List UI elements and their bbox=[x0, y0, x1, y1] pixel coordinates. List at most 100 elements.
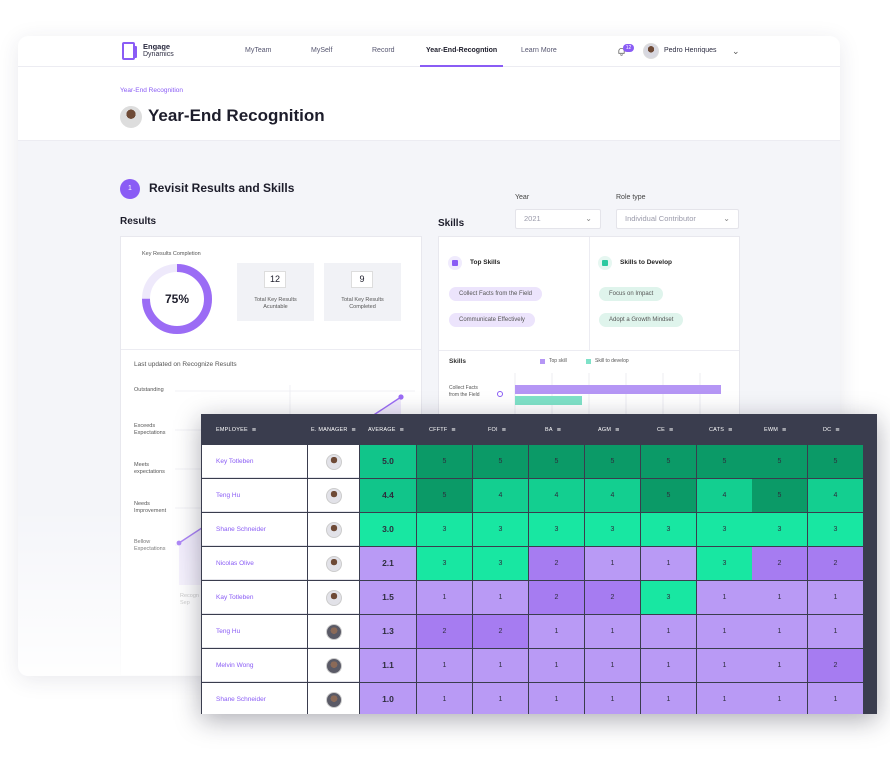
column-header-agm[interactable]: AGM ≡ bbox=[598, 414, 619, 445]
score-cell[interactable]: 1 bbox=[641, 615, 696, 648]
score-cell[interactable]: 1 bbox=[585, 547, 640, 580]
year-select[interactable]: 2021 ⌄ bbox=[515, 209, 601, 229]
score-cell[interactable]: 1 bbox=[752, 683, 807, 714]
score-cell[interactable]: 3 bbox=[417, 547, 472, 580]
employee-name[interactable]: Melvin Wong bbox=[202, 649, 307, 682]
score-cell[interactable]: 1 bbox=[697, 649, 752, 682]
score-cell[interactable]: 1 bbox=[697, 683, 752, 714]
score-cell[interactable]: 2 bbox=[417, 615, 472, 648]
info-icon[interactable] bbox=[497, 391, 503, 397]
column-header-ba[interactable]: BA ≡ bbox=[545, 414, 561, 445]
score-cell[interactable]: 1 bbox=[529, 615, 584, 648]
score-cell[interactable]: 5 bbox=[808, 445, 863, 478]
manager-avatar[interactable] bbox=[326, 624, 342, 640]
score-cell[interactable]: 3 bbox=[417, 513, 472, 546]
column-header-foi[interactable]: FOI ≡ bbox=[488, 414, 506, 445]
score-cell[interactable]: 2 bbox=[808, 649, 863, 682]
column-header-average[interactable]: AVERAGE ≡ bbox=[368, 414, 404, 445]
score-cell[interactable]: 3 bbox=[697, 547, 752, 580]
score-cell[interactable]: 4 bbox=[529, 479, 584, 512]
column-header-employee[interactable]: EMPLOYEE ≡ bbox=[216, 414, 256, 445]
employee-name[interactable]: Kay Totleben bbox=[202, 581, 307, 614]
employee-name[interactable]: Shane Schneider bbox=[202, 683, 307, 714]
score-cell[interactable]: 2 bbox=[529, 547, 584, 580]
brand-logo[interactable]: Engage Dynamics bbox=[122, 42, 174, 60]
column-header-ce[interactable]: CE ≡ bbox=[657, 414, 673, 445]
manager-avatar[interactable] bbox=[326, 454, 342, 470]
score-cell[interactable]: 1 bbox=[473, 581, 528, 614]
score-cell[interactable]: 3 bbox=[641, 581, 696, 614]
skill-chip[interactable]: Adopt a Growth Mindset bbox=[599, 313, 684, 327]
score-cell[interactable]: 4 bbox=[808, 479, 863, 512]
skill-chip[interactable]: Communicate Effectively bbox=[449, 313, 535, 327]
score-cell[interactable]: 1 bbox=[417, 649, 472, 682]
column-header-manager[interactable]: E. MANAGER ≡ bbox=[311, 414, 356, 445]
score-cell[interactable]: 1 bbox=[808, 581, 863, 614]
score-cell[interactable]: 1 bbox=[473, 649, 528, 682]
score-cell[interactable]: 3 bbox=[752, 513, 807, 546]
score-cell[interactable]: 5 bbox=[529, 445, 584, 478]
nav-myteam[interactable]: MyTeam bbox=[245, 47, 272, 54]
score-cell[interactable]: 1 bbox=[417, 581, 472, 614]
column-header-dc[interactable]: DC ≡ bbox=[823, 414, 840, 445]
employee-name[interactable]: Key Totleben bbox=[202, 445, 307, 478]
score-cell[interactable]: 4 bbox=[585, 479, 640, 512]
nav-year-end-recognition[interactable]: Year-End-Recogntion bbox=[420, 36, 504, 67]
user-avatar[interactable] bbox=[643, 43, 659, 59]
score-cell[interactable]: 5 bbox=[417, 445, 472, 478]
score-cell[interactable]: 1 bbox=[641, 683, 696, 714]
score-cell[interactable]: 2 bbox=[585, 581, 640, 614]
score-cell[interactable]: 1 bbox=[529, 683, 584, 714]
score-cell[interactable]: 1 bbox=[585, 615, 640, 648]
score-cell[interactable]: 5 bbox=[585, 445, 640, 478]
score-cell[interactable]: 1 bbox=[585, 649, 640, 682]
score-cell[interactable]: 1 bbox=[641, 547, 696, 580]
score-cell[interactable]: 1 bbox=[697, 615, 752, 648]
manager-avatar[interactable] bbox=[326, 658, 342, 674]
score-cell[interactable]: 5 bbox=[417, 479, 472, 512]
score-cell[interactable]: 5 bbox=[697, 445, 752, 478]
score-cell[interactable]: 1 bbox=[473, 683, 528, 714]
column-header-cfftf[interactable]: CFFTF ≡ bbox=[429, 414, 456, 445]
breadcrumb[interactable]: Year-End Recognition bbox=[120, 87, 183, 94]
skill-chip[interactable]: Focus on Impact bbox=[599, 287, 664, 301]
employee-name[interactable]: Nicolas Olive bbox=[202, 547, 307, 580]
score-cell[interactable]: 2 bbox=[473, 615, 528, 648]
score-cell[interactable]: 1 bbox=[808, 615, 863, 648]
score-cell[interactable]: 1 bbox=[417, 683, 472, 714]
score-cell[interactable]: 1 bbox=[808, 683, 863, 714]
chevron-down-icon[interactable]: ⌄ bbox=[732, 46, 740, 56]
score-cell[interactable]: 5 bbox=[473, 445, 528, 478]
score-cell[interactable]: 4 bbox=[473, 479, 528, 512]
employee-name[interactable]: Shane Schneider bbox=[202, 513, 307, 546]
score-cell[interactable]: 2 bbox=[808, 547, 863, 580]
manager-avatar[interactable] bbox=[326, 590, 342, 606]
column-header-cats[interactable]: CATS ≡ bbox=[709, 414, 732, 445]
score-cell[interactable]: 1 bbox=[752, 649, 807, 682]
skill-chip[interactable]: Collect Facts from the Field bbox=[449, 287, 543, 301]
manager-avatar[interactable] bbox=[326, 556, 342, 572]
score-cell[interactable]: 4 bbox=[697, 479, 752, 512]
score-cell[interactable]: 3 bbox=[473, 547, 528, 580]
score-cell[interactable]: 3 bbox=[473, 513, 528, 546]
score-cell[interactable]: 2 bbox=[529, 581, 584, 614]
nav-learn-more[interactable]: Learn More bbox=[521, 47, 557, 54]
score-cell[interactable]: 5 bbox=[752, 445, 807, 478]
role-type-select[interactable]: Individual Contributor ⌄ bbox=[616, 209, 739, 229]
score-cell[interactable]: 1 bbox=[752, 581, 807, 614]
score-cell[interactable]: 3 bbox=[808, 513, 863, 546]
score-cell[interactable]: 1 bbox=[585, 683, 640, 714]
score-cell[interactable]: 5 bbox=[641, 479, 696, 512]
score-cell[interactable]: 1 bbox=[752, 615, 807, 648]
nav-record[interactable]: Record bbox=[372, 47, 395, 54]
score-cell[interactable]: 2 bbox=[752, 547, 807, 580]
employee-name[interactable]: Teng Hu bbox=[202, 615, 307, 648]
score-cell[interactable]: 1 bbox=[641, 649, 696, 682]
manager-avatar[interactable] bbox=[326, 488, 342, 504]
employee-name[interactable]: Teng Hu bbox=[202, 479, 307, 512]
manager-avatar[interactable] bbox=[326, 522, 342, 538]
score-cell[interactable]: 3 bbox=[697, 513, 752, 546]
nav-myself[interactable]: MySelf bbox=[311, 47, 333, 54]
score-cell[interactable]: 1 bbox=[529, 649, 584, 682]
score-cell[interactable]: 3 bbox=[585, 513, 640, 546]
